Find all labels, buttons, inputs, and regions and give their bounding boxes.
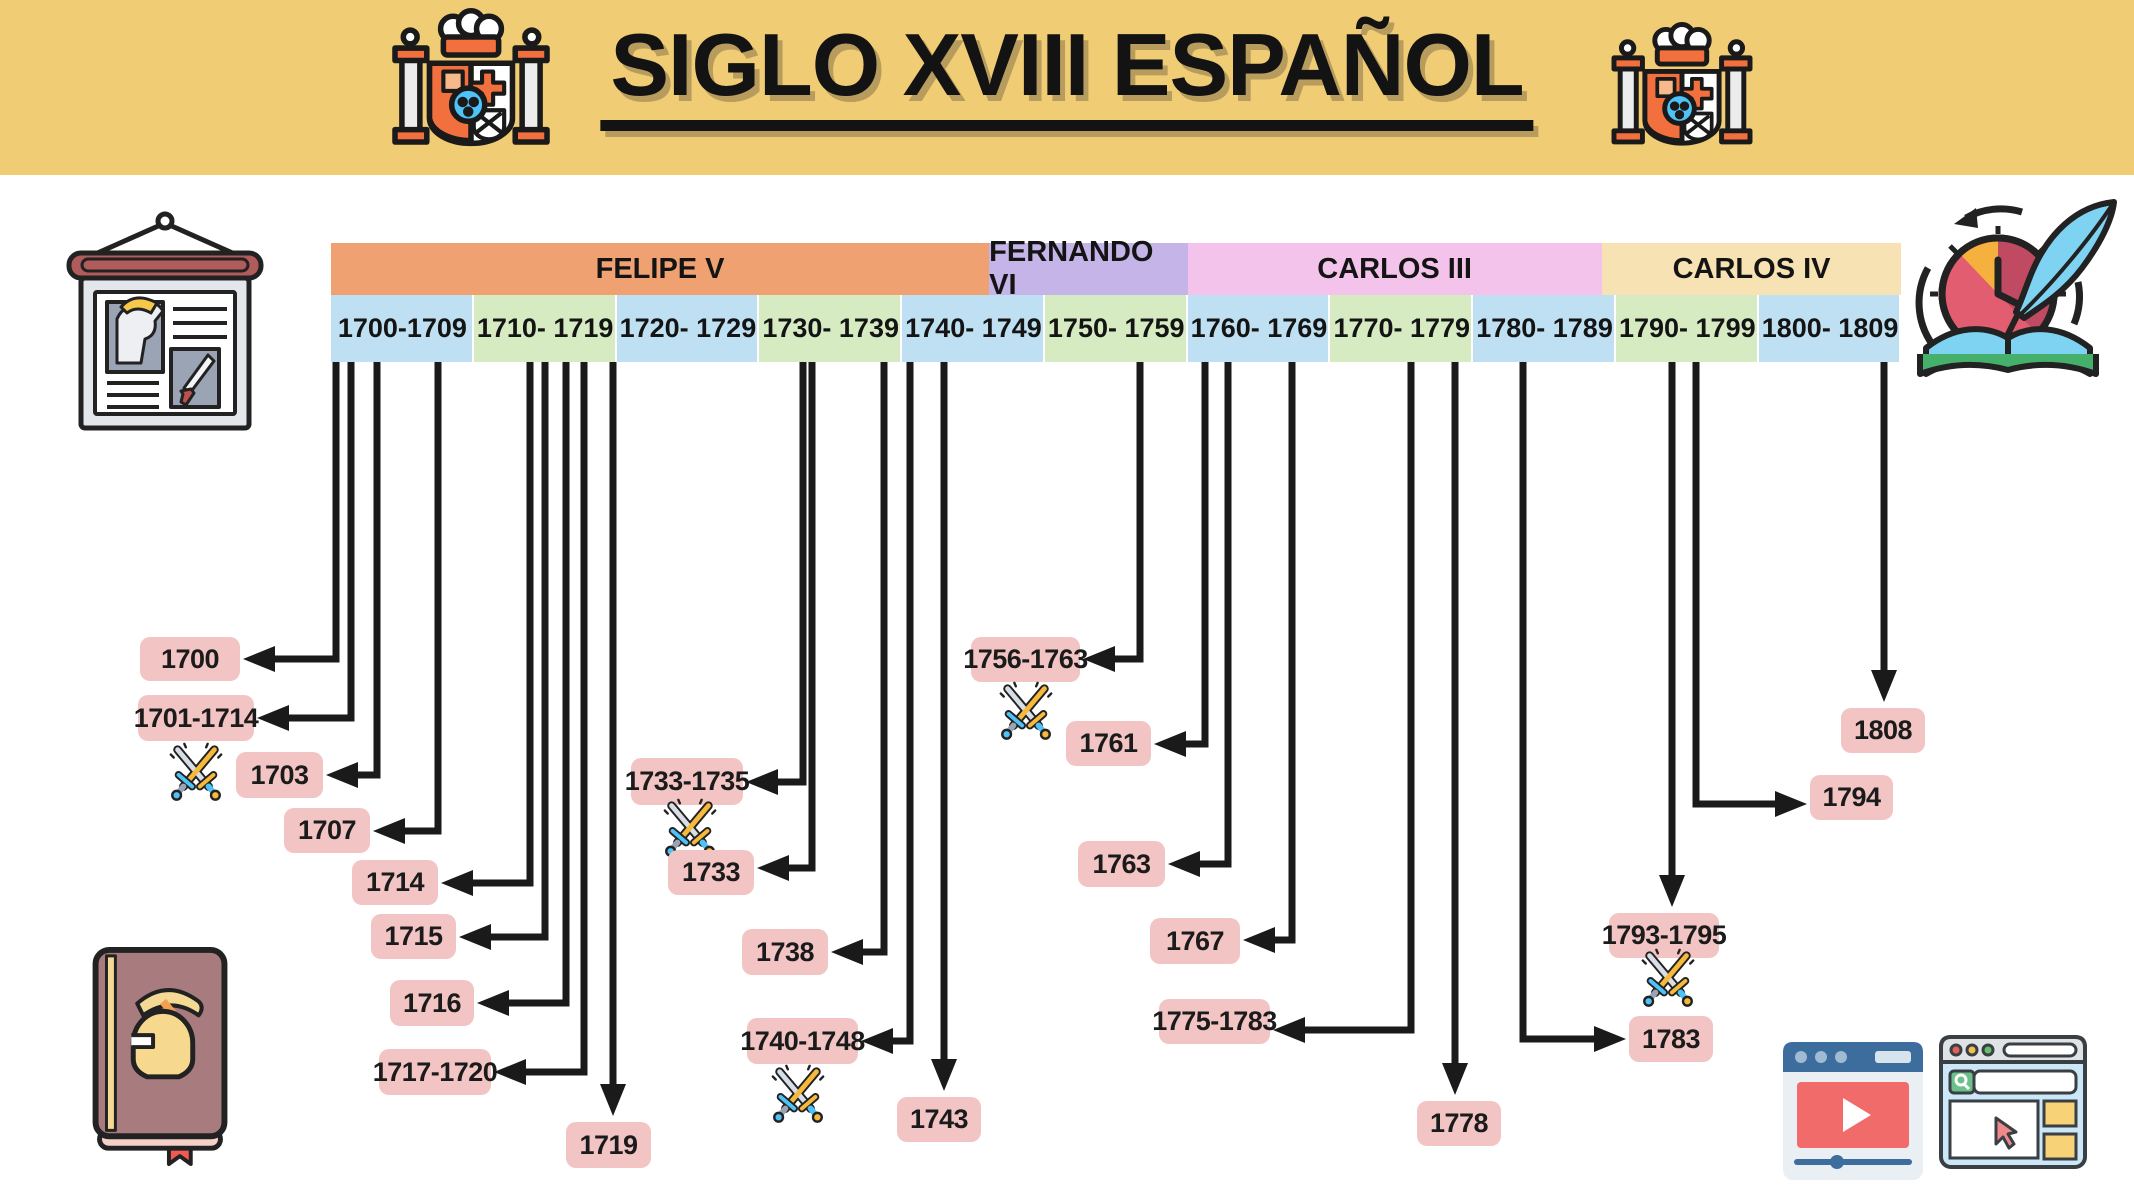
event-label-1743: 1743 — [897, 1097, 981, 1142]
event-arrow-1715 — [489, 362, 549, 941]
event-arrowhead-1716 — [477, 990, 509, 1016]
event-label-1707: 1707 — [284, 808, 370, 853]
event-label-1761: 1761 — [1066, 721, 1151, 766]
event-arrowhead-1738 — [831, 939, 863, 965]
event-arrowhead-1743 — [931, 1059, 957, 1091]
event-label-1714: 1714 — [352, 860, 438, 905]
event-arrow-1767 — [1273, 362, 1296, 944]
crossed-swords-icon — [999, 681, 1053, 740]
event-arrow-1717-1720 — [524, 362, 588, 1076]
event-arrowhead-1714 — [441, 870, 473, 896]
event-label-1733: 1733 — [668, 850, 754, 895]
title-banner: SIGLO XVIII ESPAÑOL — [0, 0, 2134, 175]
king-band-felipe-v: FELIPE V — [331, 243, 990, 295]
browser-window-icon — [1939, 1035, 2087, 1169]
event-arrowhead-1763 — [1168, 851, 1200, 877]
decade-cell-1800-1809: 1800- 1809 — [1758, 295, 1902, 362]
spain-coat-of-arms-icon — [1611, 22, 1753, 146]
event-arrow-1716 — [507, 362, 570, 1007]
crossed-swords-icon — [663, 798, 717, 857]
decade-cell-1720-1729: 1720- 1729 — [616, 295, 760, 362]
event-arrowhead-1778 — [1442, 1063, 1468, 1095]
event-arrowhead-1700 — [243, 646, 275, 672]
event-arrow-1714 — [471, 362, 534, 887]
crossed-swords-icon — [1641, 948, 1695, 1007]
event-label-1767: 1767 — [1150, 918, 1240, 964]
event-label-1703: 1703 — [236, 752, 323, 798]
event-arrowhead-1717-1720 — [494, 1059, 526, 1085]
event-label-1700: 1700 — [140, 637, 240, 681]
crossed-swords-icon — [771, 1064, 825, 1123]
event-arrowhead-1733-1735 — [746, 769, 778, 795]
event-label-1733-1735: 1733-1735 — [625, 758, 750, 805]
event-label-1715: 1715 — [371, 914, 456, 959]
crossed-swords-icon — [169, 742, 223, 801]
history-poster-icon — [66, 211, 264, 431]
king-band-carlos-iv: CARLOS IV — [1601, 243, 1902, 295]
decade-cell-1700-1709: 1700-1709 — [331, 295, 474, 362]
event-arrowhead-1793-1795 — [1659, 875, 1685, 907]
event-label-1701-1714: 1701-1714 — [134, 695, 259, 741]
history-book-icon — [92, 946, 228, 1167]
event-arrow-1763 — [1198, 362, 1232, 868]
decade-cell-1760-1769: 1760- 1769 — [1187, 295, 1331, 362]
decade-cell-1780-1789: 1780- 1789 — [1473, 295, 1616, 362]
event-arrow-1761 — [1184, 362, 1209, 748]
event-label-1719: 1719 — [566, 1122, 651, 1168]
event-label-1793-1795: 1793-1795 — [1602, 913, 1727, 958]
event-arrowhead-1719 — [600, 1084, 626, 1116]
event-arrow-1733-1735 — [776, 362, 807, 786]
event-arrowhead-1761 — [1154, 731, 1186, 757]
event-arrowhead-1715 — [459, 924, 491, 950]
event-arrowhead-1756-1763 — [1083, 646, 1115, 672]
event-arrow-1700 — [273, 362, 340, 663]
event-label-1740-1748: 1740-1748 — [740, 1018, 865, 1064]
event-arrowhead-1775-1783 — [1273, 1017, 1305, 1043]
event-arrow-1740-1748 — [891, 362, 914, 1045]
decade-cell-1730-1739: 1730- 1739 — [759, 295, 903, 362]
event-arrowhead-1794 — [1775, 791, 1807, 817]
event-label-1763: 1763 — [1078, 841, 1165, 887]
event-arrowhead-1783 — [1594, 1026, 1626, 1052]
event-arrow-1775-1783 — [1303, 362, 1415, 1034]
clock-quill-book-icon — [1915, 199, 2117, 377]
event-arrow-1707 — [403, 362, 442, 835]
event-arrowhead-1701-1714 — [257, 705, 289, 731]
video-player-icon — [1783, 1042, 1923, 1180]
event-arrow-1794 — [1692, 362, 1777, 808]
page-title: SIGLO XVIII ESPAÑOL — [600, 14, 1534, 131]
event-arrow-1733 — [787, 362, 816, 872]
event-arrowhead-1707 — [373, 818, 405, 844]
event-label-1775-1783: 1775-1783 — [1152, 999, 1277, 1044]
event-arrow-1701-1714 — [287, 362, 355, 722]
event-arrowhead-1703 — [326, 762, 358, 788]
event-label-1783: 1783 — [1629, 1016, 1713, 1062]
event-arrow-1756-1763 — [1113, 362, 1144, 663]
event-label-1738: 1738 — [742, 929, 828, 975]
event-label-1756-1763: 1756-1763 — [963, 637, 1088, 682]
event-arrowhead-1733 — [757, 855, 789, 881]
decade-cell-1710-1719: 1710- 1719 — [473, 295, 617, 362]
event-arrow-1738 — [861, 362, 888, 956]
event-arrow-1783 — [1519, 362, 1596, 1043]
king-band-carlos-iii: CARLOS III — [1187, 243, 1602, 295]
decade-cell-1750-1759: 1750- 1759 — [1044, 295, 1188, 362]
decade-cell-1740-1749: 1740- 1749 — [902, 295, 1045, 362]
event-arrow-1703 — [356, 362, 381, 779]
decade-cell-1790-1799: 1790- 1799 — [1615, 295, 1759, 362]
event-arrowhead-1808 — [1871, 670, 1897, 702]
decade-cell-1770-1779: 1770- 1779 — [1330, 295, 1474, 362]
event-arrowhead-1740-1748 — [861, 1028, 893, 1054]
event-label-1716: 1716 — [390, 980, 474, 1026]
event-label-1808: 1808 — [1841, 708, 1925, 753]
event-label-1794: 1794 — [1810, 775, 1893, 820]
spain-coat-of-arms-icon — [392, 8, 550, 147]
event-label-1717-1720: 1717-1720 — [373, 1049, 498, 1095]
event-arrowhead-1767 — [1243, 927, 1275, 953]
event-label-1778: 1778 — [1417, 1101, 1501, 1146]
